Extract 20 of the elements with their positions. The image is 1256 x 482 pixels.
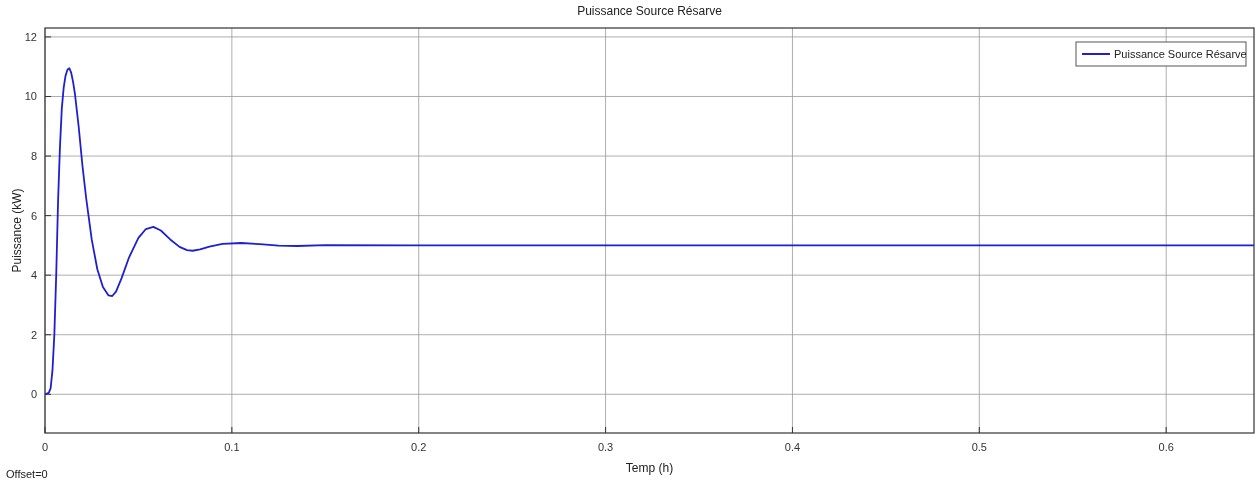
x-tick-label: 0.4 bbox=[784, 441, 801, 453]
y-tick-label: 6 bbox=[30, 209, 37, 222]
y-tick-label: 2 bbox=[30, 328, 37, 341]
y-axis-title: Puissance (kW) bbox=[10, 188, 24, 273]
x-axis-title: Temp (h) bbox=[625, 461, 674, 475]
y-tick-label: 12 bbox=[24, 30, 37, 43]
y-tick-label: 0 bbox=[30, 388, 37, 401]
line-series bbox=[44, 67, 1255, 396]
y-tick-label: 8 bbox=[30, 150, 37, 163]
text: Offset=0 bbox=[6, 468, 48, 480]
x-tick-label: 0.3 bbox=[597, 441, 614, 453]
y-tick-label: 4 bbox=[30, 269, 37, 282]
chart-title: Puissance Source Résarve bbox=[577, 4, 723, 18]
x-tick-label: 0.5 bbox=[971, 441, 987, 453]
x-tick-label: 0 bbox=[41, 441, 49, 453]
x-tick-label: 0.2 bbox=[411, 441, 427, 453]
x-tick-label: 0.6 bbox=[1158, 441, 1174, 453]
y-tick-label: 10 bbox=[24, 90, 37, 103]
x-tick-label: 0.1 bbox=[224, 441, 240, 453]
legend-label: Puissance Source Résarve bbox=[1114, 48, 1247, 60]
